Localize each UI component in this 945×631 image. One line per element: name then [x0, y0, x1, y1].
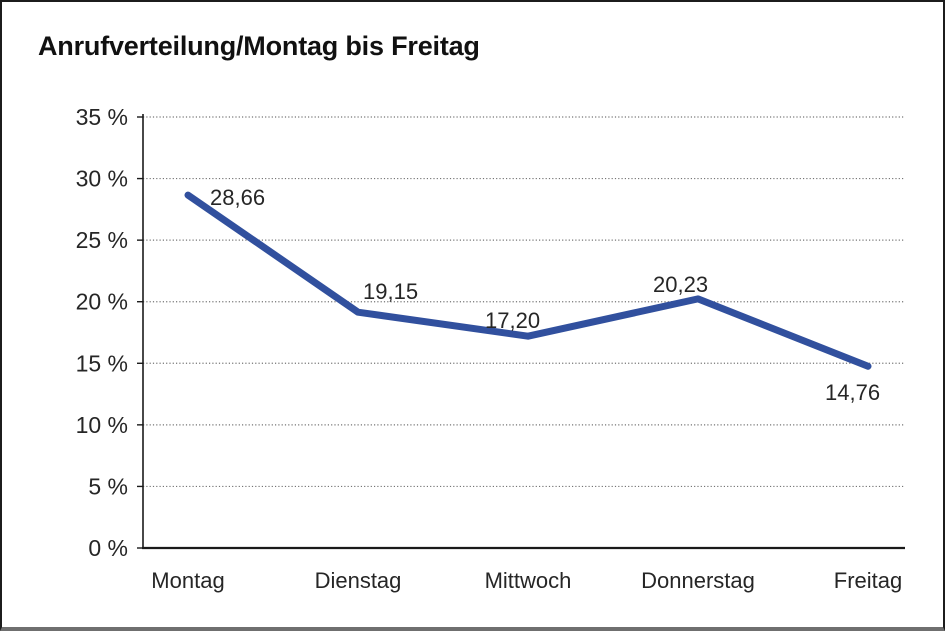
y-tick-label: 30 %: [76, 166, 128, 192]
x-category-label: Donnerstag: [641, 568, 755, 593]
x-category-label: Freitag: [834, 568, 902, 593]
data-series-line: [184, 191, 872, 370]
data-point-label: 20,23: [653, 272, 708, 297]
y-tick-label: 20 %: [76, 289, 128, 315]
chart-title: Anrufverteilung/Montag bis Freitag: [38, 31, 480, 61]
y-tick-label: 10 %: [76, 412, 128, 438]
data-point-label: 28,66: [210, 185, 265, 210]
x-category-label: Mittwoch: [485, 568, 572, 593]
y-tick-label: 15 %: [76, 350, 128, 376]
data-point-label: 14,76: [825, 380, 880, 405]
data-point-label: 19,15: [363, 279, 418, 304]
y-tick-label: 5 %: [88, 473, 128, 499]
x-category-label: Montag: [151, 568, 224, 593]
data-point-label: 17,20: [485, 308, 540, 333]
x-category-label: Dienstag: [315, 568, 402, 593]
y-tick-label: 0 %: [88, 535, 128, 561]
y-tick-label: 35 %: [76, 104, 128, 130]
y-tick-label: 25 %: [76, 227, 128, 253]
